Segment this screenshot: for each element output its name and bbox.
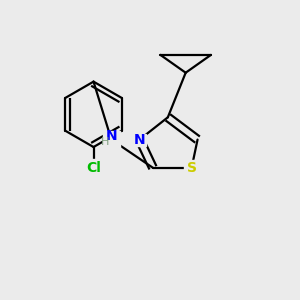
Bar: [134, 134, 146, 146]
Bar: [85, 159, 102, 177]
Bar: [184, 160, 199, 175]
Text: Cl: Cl: [86, 161, 101, 175]
Text: H: H: [101, 137, 110, 147]
Bar: [103, 131, 120, 148]
Text: N: N: [106, 129, 118, 143]
Text: S: S: [187, 161, 196, 175]
Text: N: N: [134, 133, 146, 147]
